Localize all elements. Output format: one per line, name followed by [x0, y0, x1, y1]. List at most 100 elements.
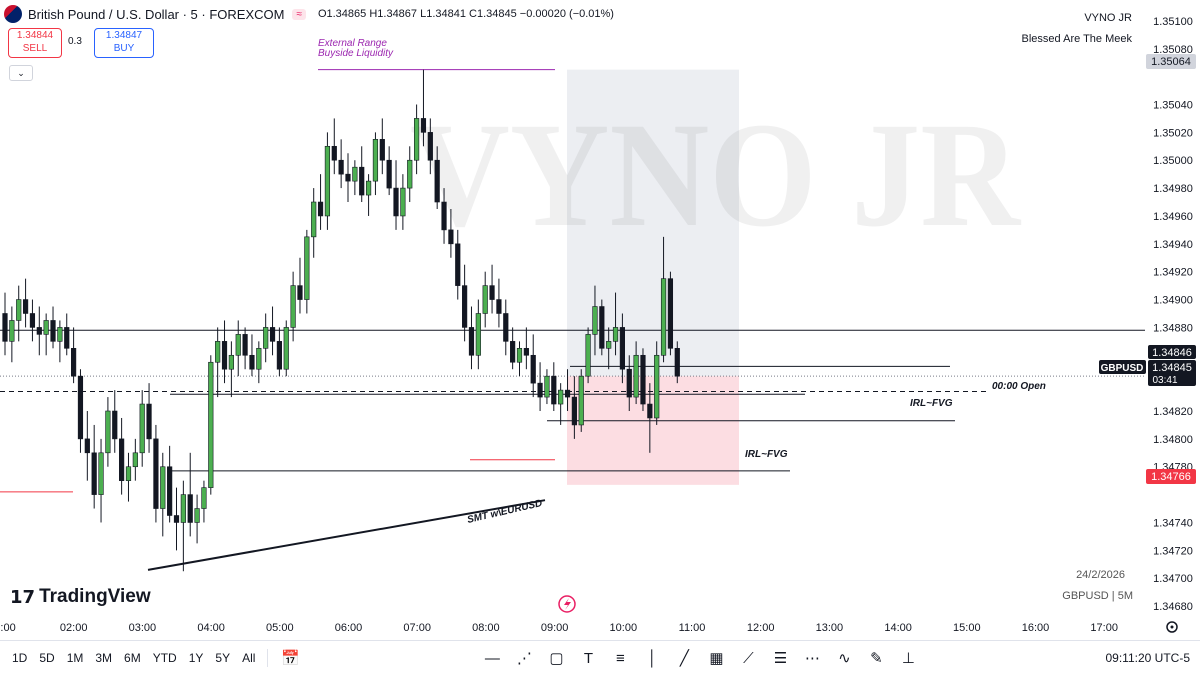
- lightning-icon[interactable]: [558, 595, 576, 613]
- y-tick-label: 1.35100: [1153, 16, 1193, 28]
- x-tick-label: 06:00: [335, 622, 363, 634]
- rectangle-icon[interactable]: ▢: [549, 650, 564, 667]
- x-tick-label: 07:00: [403, 622, 431, 634]
- svg-text:GBPUSD: GBPUSD: [1101, 363, 1144, 374]
- candle: [640, 348, 646, 412]
- candle: [43, 313, 49, 356]
- candle: [9, 306, 15, 363]
- axis-settings-icon[interactable]: [1166, 621, 1178, 633]
- grid-icon[interactable]: ▦: [709, 650, 724, 667]
- irl-fvg-label-1: IRL~FVG: [910, 398, 953, 409]
- smt-line: [147, 499, 546, 571]
- candle: [379, 118, 385, 175]
- candle: [276, 327, 283, 377]
- y-axis[interactable]: 1.35100 1.35080 1.35040 1.35020 1.35000 1.349…: [1153, 16, 1193, 613]
- svg-text:1.35064: 1.35064: [1151, 56, 1191, 68]
- candle: [468, 306, 475, 370]
- vertical-line-icon[interactable]: │: [647, 649, 658, 667]
- candle: [125, 452, 132, 502]
- range-button-5y[interactable]: 5Y: [215, 651, 231, 665]
- irl-fvg-label-2: IRL~FVG: [745, 449, 788, 460]
- fib-icon[interactable]: ≡: [616, 649, 625, 667]
- candle: [592, 285, 598, 356]
- candle: [551, 362, 557, 412]
- candle: [530, 334, 536, 398]
- candle: [2, 292, 8, 356]
- candle: [256, 341, 262, 384]
- range-button-5d[interactable]: 5D: [39, 651, 55, 665]
- path-icon[interactable]: ⋰: [516, 650, 532, 667]
- range-button-1y[interactable]: 1Y: [188, 651, 204, 665]
- range-button-all[interactable]: All: [242, 651, 256, 665]
- x-tick-label: 13:00: [816, 622, 844, 634]
- candle: [400, 174, 406, 230]
- x-tick-label: 14:00: [884, 622, 912, 634]
- x-tick-label: 05:00: [266, 622, 294, 634]
- candle: [647, 383, 653, 453]
- pitchfork-icon[interactable]: ⋯: [804, 650, 820, 667]
- candle: [146, 383, 152, 453]
- candle: [324, 132, 331, 230]
- candle: [160, 452, 166, 537]
- range-button-1m[interactable]: 1M: [66, 651, 84, 665]
- text-icon[interactable]: T: [583, 649, 593, 667]
- range-button-1d[interactable]: 1D: [12, 651, 28, 665]
- price-tag-current: 1.34845 03:41: [1148, 360, 1196, 386]
- candle: [132, 438, 138, 481]
- candle: [98, 438, 104, 523]
- range-button-3m[interactable]: 3M: [95, 651, 113, 665]
- date-range-icon[interactable]: 📅: [281, 650, 300, 667]
- candles-layer: [2, 69, 680, 572]
- candle: [201, 480, 207, 523]
- candle: [221, 320, 228, 384]
- x-tick-label: 17:00: [1090, 622, 1118, 634]
- collapse-chevron-icon[interactable]: ⌄: [9, 65, 33, 81]
- buy-button[interactable]: 1.34847 BUY: [94, 28, 154, 58]
- wave-icon[interactable]: ≈: [292, 8, 306, 20]
- candle: [667, 271, 674, 356]
- candle: [84, 411, 90, 481]
- bottom-toolbar: 1D 5D 1M 3M 6M YTD 1Y 5Y All 📅 — ⋰ ▢ T ≡ │ ╱ ▦ ⟋…: [0, 640, 1200, 675]
- x-axis[interactable]: 1:00 02:00 03:00 04:00 05:00 06:00 07:00 08:00 0…: [0, 622, 1118, 634]
- candle: [228, 341, 234, 398]
- brush-icon[interactable]: ✎: [870, 650, 883, 667]
- candle: [578, 369, 584, 432]
- candle: [167, 445, 173, 523]
- candle: [571, 376, 577, 439]
- candle: [331, 118, 337, 175]
- y-tick-label: 1.35000: [1153, 155, 1193, 167]
- x-tick-label: 11:00: [679, 622, 706, 634]
- sell-button[interactable]: 1.34844 SELL: [8, 28, 62, 58]
- curve-icon[interactable]: ∿: [838, 650, 851, 667]
- y-tick-label: 1.34740: [1153, 517, 1193, 529]
- trend-line-icon[interactable]: ╱: [679, 650, 689, 667]
- parallel-channel-icon[interactable]: ☰: [773, 650, 788, 667]
- candle: [283, 320, 289, 377]
- range-button-6m[interactable]: 6M: [124, 651, 141, 665]
- candle: [36, 306, 42, 356]
- candle: [427, 118, 433, 175]
- price-tag-low: 1.34766: [1146, 469, 1196, 484]
- symbol-title[interactable]: British Pound / U.S. Dollar · 5 · FOREXC…: [28, 6, 285, 22]
- tradingview-logo[interactable]: 𝟭𝟳 TradingView: [10, 586, 151, 608]
- x-tick-label: 08:00: [472, 622, 500, 634]
- candle: [407, 146, 413, 203]
- candle: [612, 292, 619, 356]
- candle: [215, 327, 221, 398]
- horizontal-ray-icon[interactable]: —: [484, 649, 500, 667]
- x-tick-label: 03:00: [129, 622, 157, 634]
- x-tick-label: 16:00: [1022, 622, 1050, 634]
- range-button-ytd[interactable]: YTD: [152, 651, 177, 665]
- candle: [626, 355, 632, 412]
- candle: [434, 146, 440, 209]
- pink-zone: [567, 376, 739, 485]
- measure-icon[interactable]: ⊥: [901, 650, 915, 667]
- y-tick-label: 1.34880: [1153, 322, 1193, 334]
- y-tick-label: 1.35080: [1153, 44, 1193, 56]
- ray-icon[interactable]: ⟋: [743, 649, 754, 667]
- candle: [674, 341, 680, 384]
- watermark-subtitle: Blessed Are The Meek: [1021, 33, 1132, 45]
- candle: [57, 320, 63, 363]
- external-range-label: External Range: [318, 38, 387, 49]
